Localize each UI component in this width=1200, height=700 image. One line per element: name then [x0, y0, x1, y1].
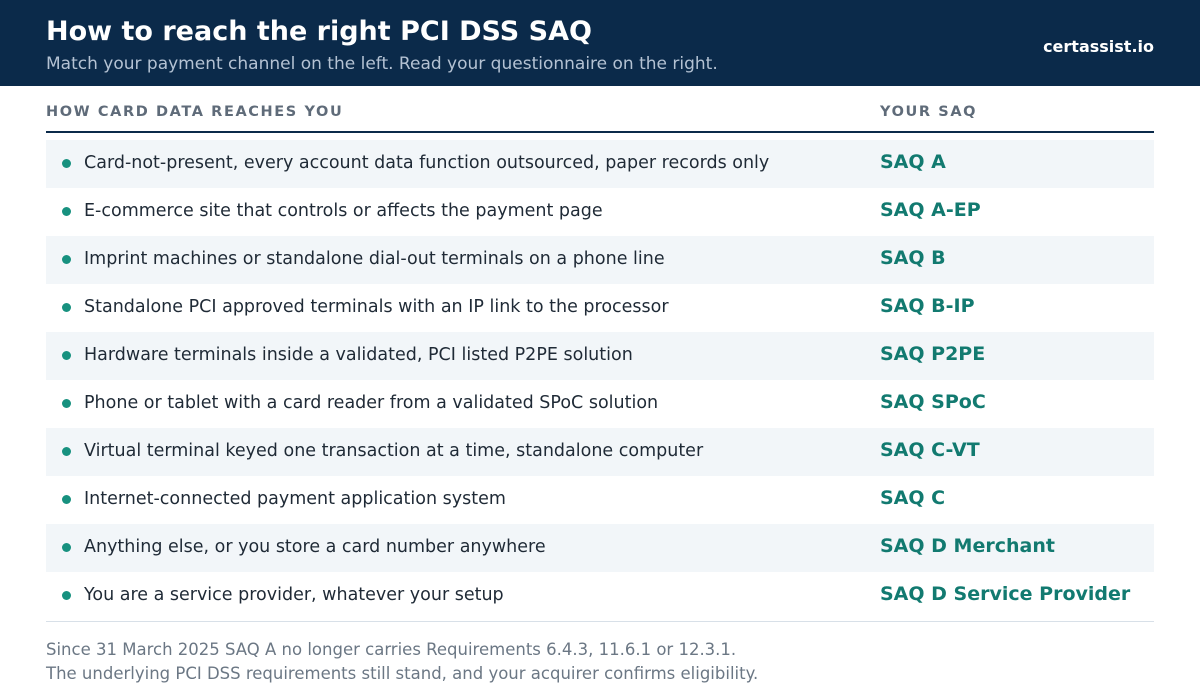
footer-note-1: Since 31 March 2025 SAQ A no longer carr…: [46, 640, 737, 659]
table-row: Card-not-present, every account data fun…: [46, 140, 1154, 188]
payment-channel: Card-not-present, every account data fun…: [84, 153, 770, 173]
bullet-icon: [62, 495, 71, 504]
table-row: Hardware terminals inside a validated, P…: [46, 332, 1154, 380]
bullet-icon: [62, 543, 71, 552]
table-row: Standalone PCI approved terminals with a…: [46, 284, 1154, 332]
column-header-saq: YOUR SAQ: [880, 104, 978, 120]
table-row: Virtual terminal keyed one transaction a…: [46, 428, 1154, 476]
table-row: Imprint machines or standalone dial-out …: [46, 236, 1154, 284]
saq-label: SAQ SPoC: [880, 391, 986, 413]
bullet-icon: [62, 303, 71, 312]
saq-label: SAQ B: [880, 247, 946, 269]
saq-label: SAQ C-VT: [880, 439, 980, 461]
saq-label: SAQ D Merchant: [880, 535, 1055, 557]
bullet-icon: [62, 207, 71, 216]
table-row: Anything else, or you store a card numbe…: [46, 524, 1154, 572]
page-title: How to reach the right PCI DSS SAQ: [46, 16, 592, 47]
saq-label: SAQ B-IP: [880, 295, 975, 317]
table-row: Phone or tablet with a card reader from …: [46, 380, 1154, 428]
payment-channel: Hardware terminals inside a validated, P…: [84, 345, 633, 365]
payment-channel: Phone or tablet with a card reader from …: [84, 393, 659, 413]
footer-note-2: The underlying PCI DSS requirements stil…: [46, 664, 759, 683]
bullet-icon: [62, 159, 71, 168]
footer-divider: [46, 621, 1154, 622]
bullet-icon: [62, 255, 71, 264]
saq-label: SAQ P2PE: [880, 343, 986, 365]
payment-channel: Anything else, or you store a card numbe…: [84, 537, 546, 557]
payment-channel: You are a service provider, whatever you…: [84, 585, 504, 605]
saq-label: SAQ C: [880, 487, 946, 509]
bullet-icon: [62, 447, 71, 456]
header-divider: [46, 131, 1154, 133]
table-row: Internet-connected payment application s…: [46, 476, 1154, 524]
header-banner: How to reach the right PCI DSS SAQ Match…: [0, 0, 1200, 86]
brand-name: certassist.io: [1043, 37, 1154, 56]
bullet-icon: [62, 591, 71, 600]
bullet-icon: [62, 399, 71, 408]
payment-channel: Internet-connected payment application s…: [84, 489, 506, 509]
saq-label: SAQ A: [880, 151, 946, 173]
saq-label: SAQ D Service Provider: [880, 583, 1131, 605]
payment-channel: E-commerce site that controls or affects…: [84, 201, 603, 221]
payment-channel: Standalone PCI approved terminals with a…: [84, 297, 669, 317]
saq-table: Card-not-present, every account data fun…: [46, 140, 1154, 620]
column-header-channel: HOW CARD DATA REACHES YOU: [46, 104, 344, 120]
payment-channel: Virtual terminal keyed one transaction a…: [84, 441, 704, 461]
table-row: You are a service provider, whatever you…: [46, 572, 1154, 620]
saq-label: SAQ A-EP: [880, 199, 981, 221]
payment-channel: Imprint machines or standalone dial-out …: [84, 249, 665, 269]
bullet-icon: [62, 351, 71, 360]
page-subtitle: Match your payment channel on the left. …: [46, 54, 718, 74]
table-row: E-commerce site that controls or affects…: [46, 188, 1154, 236]
